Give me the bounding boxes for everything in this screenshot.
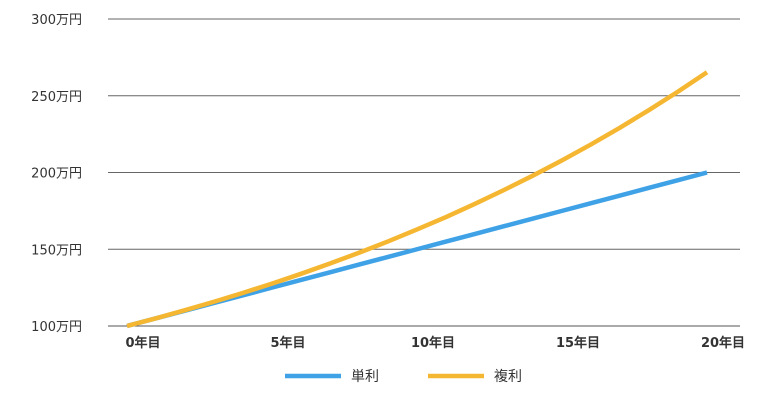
series-layer	[126, 70, 709, 329]
legend-label: 単利	[351, 369, 379, 385]
x-tick-label: 10年目	[411, 335, 455, 351]
x-tick-label: 0年目	[125, 335, 160, 351]
x-tick-label: 15年目	[556, 335, 600, 351]
legend-label: 複利	[494, 368, 522, 385]
grid-layer	[108, 18, 740, 327]
y-tick-label: 150万円	[31, 243, 82, 258]
x-tick-label: 5年目	[270, 335, 305, 351]
x-axis-ticks: 0年目 5年目 10年目 15年目 20年目	[125, 335, 745, 351]
y-tick-label: 250万円	[31, 90, 82, 105]
series-line-compound-interest	[126, 70, 709, 329]
y-axis-ticks: 100万円 150万円 200万円 250万円 300万円	[31, 13, 82, 335]
y-tick-label: 100万円	[31, 320, 82, 335]
x-tick-label: 20年目	[701, 335, 745, 351]
y-tick-label: 200万円	[31, 167, 82, 182]
y-tick-label: 300万円	[31, 13, 82, 28]
legend: 単利 複利	[285, 368, 522, 385]
